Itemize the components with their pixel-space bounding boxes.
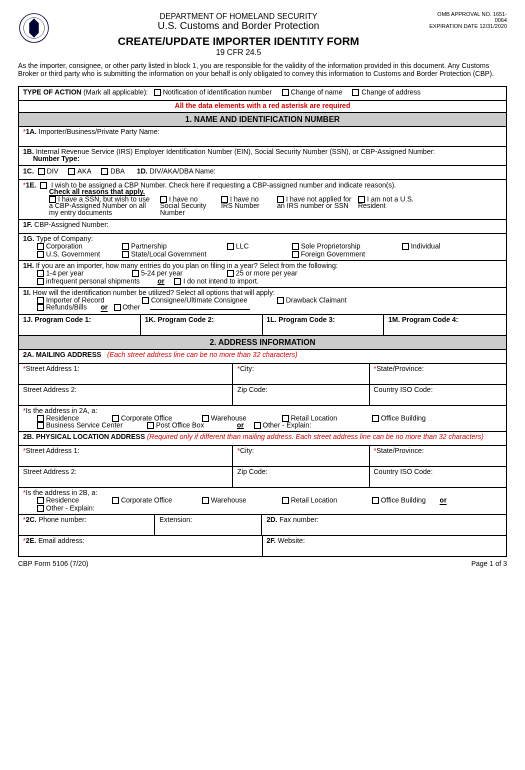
- checkbox-1e-nossn[interactable]: [160, 196, 167, 203]
- checkbox-infrequent[interactable]: [37, 278, 44, 285]
- checkbox-2b-residence[interactable]: [37, 497, 44, 504]
- row-1a: *1A. Importer/Business/Private Party Nam…: [19, 127, 506, 147]
- form-page: DEPARTMENT OF HOMELAND SECURITY U.S. Cus…: [0, 0, 525, 580]
- required-note: All the data elements with a red asteris…: [19, 101, 506, 113]
- checkbox-2a-corporate[interactable]: [112, 415, 119, 422]
- section-2-header: 2. ADDRESS INFORMATION: [19, 336, 506, 350]
- checkbox-individual[interactable]: [402, 243, 409, 250]
- type-action-label: TYPE OF ACTION: [23, 89, 81, 96]
- checkbox-2a-other[interactable]: [254, 422, 261, 429]
- dhs-seal-icon: [18, 12, 50, 44]
- agency-name: U.S. Customs and Border Protection: [50, 21, 427, 32]
- checkbox-statelocal[interactable]: [122, 251, 129, 258]
- row-2b: 2B. PHYSICAL LOCATION ADDRESS (Required …: [19, 432, 506, 446]
- checkbox-partnership[interactable]: [122, 243, 129, 250]
- physical-addr-row1: *Street Address 1: *City: *State/Provinc…: [19, 446, 506, 467]
- checkbox-2a-warehouse[interactable]: [202, 415, 209, 422]
- dept-name: DEPARTMENT OF HOMELAND SECURITY: [50, 12, 427, 21]
- checkbox-2a-bsc[interactable]: [37, 422, 44, 429]
- cfr-ref: 19 CFR 24.5: [50, 48, 427, 57]
- row-1g: 1G. Type of Company: Corporation Partner…: [19, 234, 506, 261]
- checkbox-2a-pobox[interactable]: [147, 422, 154, 429]
- checkbox-nointend[interactable]: [174, 278, 181, 285]
- intro-text: As the importer, consignee, or other par…: [18, 63, 507, 80]
- checkbox-5-24[interactable]: [132, 270, 139, 277]
- checkbox-2a-residence[interactable]: [37, 415, 44, 422]
- checkbox-1e-ssn[interactable]: [49, 196, 56, 203]
- row-1b: 1B. Internal Revenue Service (IRS) Emplo…: [19, 147, 506, 166]
- row-2a: 2A. MAILING ADDRESS (Each street address…: [19, 350, 506, 364]
- omb-expiry: EXPIRATION DATE 12/31/2020: [427, 24, 507, 30]
- checkbox-importer-record[interactable]: [37, 297, 44, 304]
- checkbox-aka[interactable]: [68, 168, 75, 175]
- row-1h: 1H. If you are an importer, how many ent…: [19, 261, 506, 288]
- form-container: TYPE OF ACTION (Mark all applicable): No…: [18, 86, 507, 557]
- checkbox-refunds[interactable]: [37, 304, 44, 311]
- footer: CBP Form 5106 (7/20) Page 1 of 3: [18, 561, 507, 568]
- checkbox-2a-retail[interactable]: [282, 415, 289, 422]
- checkbox-change-address[interactable]: [352, 89, 359, 96]
- email-web-row: *2E. Email address: 2F. Website:: [19, 536, 506, 556]
- row-addr-2b-type: *Is the address in 2B, a: Residence Corp…: [19, 488, 506, 515]
- checkbox-consignee[interactable]: [142, 297, 149, 304]
- type-action-note: (Mark all applicable):: [83, 89, 148, 96]
- program-codes-row: 1J. Program Code 1: 1K. Program Code 2: …: [19, 315, 506, 336]
- checkbox-2b-other[interactable]: [37, 505, 44, 512]
- checkbox-1e-notus[interactable]: [358, 196, 365, 203]
- checkbox-corp[interactable]: [37, 243, 44, 250]
- checkbox-other[interactable]: [114, 304, 121, 311]
- checkbox-usgov[interactable]: [37, 251, 44, 258]
- checkbox-dba[interactable]: [101, 168, 108, 175]
- checkbox-change-name[interactable]: [282, 89, 289, 96]
- row-1f: 1F. CBP-Assigned Number:: [19, 220, 506, 234]
- header: DEPARTMENT OF HOMELAND SECURITY U.S. Cus…: [18, 12, 507, 57]
- checkbox-2b-warehouse[interactable]: [202, 497, 209, 504]
- form-title: CREATE/UPDATE IMPORTER IDENTITY FORM: [50, 36, 427, 48]
- form-number: CBP Form 5106 (7/20): [18, 561, 88, 568]
- phone-fax-row: *2C. Phone number: Extension: 2D. Fax nu…: [19, 515, 506, 536]
- checkbox-25more[interactable]: [227, 270, 234, 277]
- row-1e: *1E. I wish to be assigned a CBP Number.…: [19, 180, 506, 221]
- row-1c-1d: 1C. DIV AKA DBA 1D. DIV/AKA/DBA Name:: [19, 166, 506, 180]
- checkbox-1e-noirs[interactable]: [221, 196, 228, 203]
- mailing-addr-row2: Street Address 2: Zip Code: Country ISO …: [19, 385, 506, 406]
- mailing-addr-row1: *Street Address 1: *City: *State/Provinc…: [19, 364, 506, 385]
- checkbox-1e-notapplied[interactable]: [277, 196, 284, 203]
- checkbox-1e[interactable]: [40, 182, 47, 189]
- checkbox-foreigngov[interactable]: [292, 251, 299, 258]
- checkbox-2b-corporate[interactable]: [112, 497, 119, 504]
- checkbox-2b-office[interactable]: [372, 497, 379, 504]
- physical-addr-row2: Street Address 2: Zip Code: Country ISO …: [19, 467, 506, 488]
- type-of-action-row: TYPE OF ACTION (Mark all applicable): No…: [19, 87, 506, 101]
- page-number: Page 1 of 3: [471, 561, 507, 568]
- row-addr-2a-type: *Is the address in 2A, a: Residence Corp…: [19, 406, 506, 433]
- checkbox-div[interactable]: [38, 168, 45, 175]
- checkbox-2b-retail[interactable]: [282, 497, 289, 504]
- checkbox-soleprop[interactable]: [292, 243, 299, 250]
- checkbox-drawback[interactable]: [277, 297, 284, 304]
- section-1-header: 1. NAME AND IDENTIFICATION NUMBER: [19, 113, 506, 127]
- checkbox-2a-office[interactable]: [372, 415, 379, 422]
- omb-approval: OMB APPROVAL NO. 1651-0064: [427, 12, 507, 24]
- checkbox-notification[interactable]: [154, 89, 161, 96]
- checkbox-1-4[interactable]: [37, 270, 44, 277]
- checkbox-llc[interactable]: [227, 243, 234, 250]
- row-1i: 1I. How will the identification number b…: [19, 288, 506, 315]
